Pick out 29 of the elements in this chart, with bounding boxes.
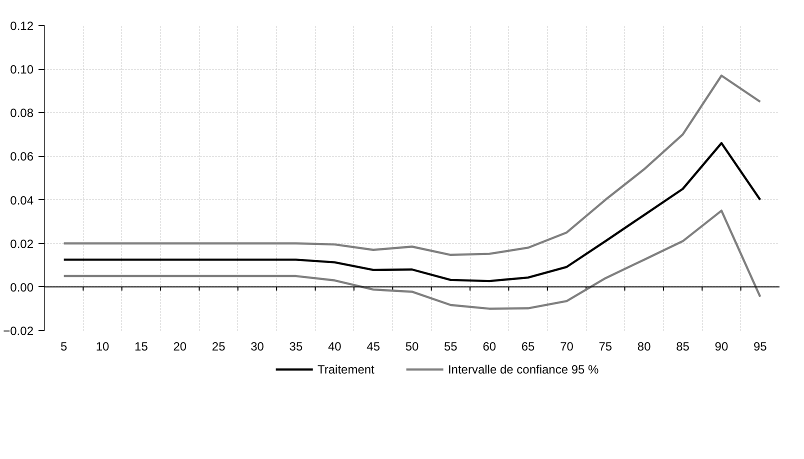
x-tick-label: 55 (444, 340, 458, 354)
x-tick-label: 35 (289, 340, 303, 354)
x-tick-label: 75 (598, 340, 612, 354)
x-tick-label: 25 (212, 340, 226, 354)
x-tick-label: 70 (560, 340, 574, 354)
x-tick-label: 5 (60, 340, 68, 354)
y-tick-label: −0.02 (3, 324, 34, 338)
x-tick-label: 20 (173, 340, 187, 354)
x-tick-label: 45 (366, 340, 380, 354)
x-tick-label: 65 (521, 340, 536, 354)
x-tick-label: 50 (405, 340, 419, 354)
x-tick-label: 10 (96, 340, 110, 354)
y-tick-label: 0.08 (10, 106, 34, 120)
legend-label: Intervalle de confiance 95 % (448, 362, 600, 376)
x-tick-label: 15 (134, 340, 148, 354)
x-tick-label: 85 (676, 340, 690, 354)
y-tick-label: 0.10 (10, 62, 34, 77)
y-tick-label: 0.06 (10, 150, 34, 164)
y-tick-label: 0.02 (10, 236, 34, 251)
y-tick-label: 0.04 (10, 193, 34, 208)
x-tick-label: 40 (328, 340, 342, 354)
x-tick-label: 30 (250, 340, 264, 354)
y-tick-label: 0.00 (10, 280, 34, 294)
x-tick-label: 80 (637, 340, 652, 354)
legend-label: Traitement (317, 362, 376, 376)
x-tick-label: 90 (714, 340, 728, 354)
x-tick-label: 95 (753, 340, 768, 354)
y-tick-label: 0.12 (10, 19, 34, 33)
x-tick-label: 60 (482, 340, 496, 354)
